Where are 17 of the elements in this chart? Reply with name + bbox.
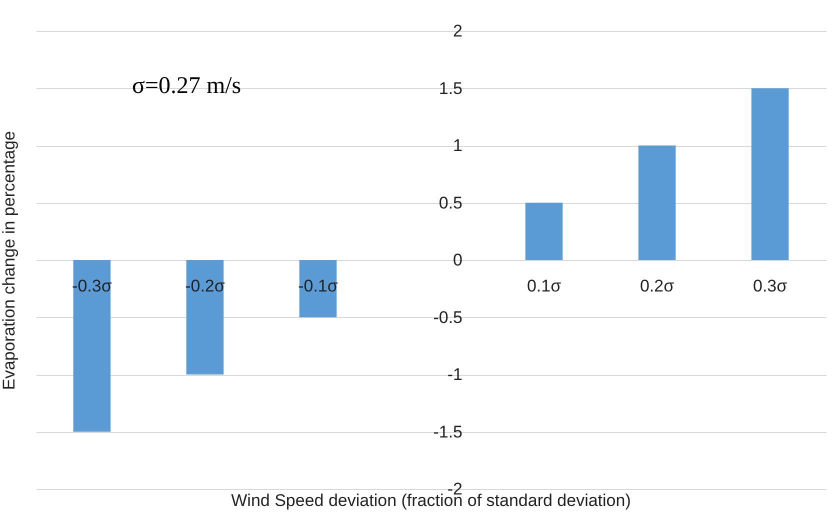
x-tick-label: 0.2σ — [640, 276, 675, 296]
y-tick-label: 1 — [453, 136, 462, 155]
y-tick-label: 0 — [453, 250, 462, 270]
y-tick-label: -0.5 — [433, 308, 462, 327]
y-tick-label: 1.5 — [438, 78, 462, 98]
x-tick-label: 0.1σ — [526, 276, 562, 296]
bar — [638, 146, 676, 260]
y-tick-label: 0.5 — [438, 193, 462, 212]
bar — [751, 88, 789, 260]
y-tick-label: -1.5 — [433, 422, 462, 442]
bar — [73, 260, 111, 432]
annotation: σ=0.27 m/s — [132, 73, 242, 99]
y-axis-title: Evaporation change in percentage — [0, 131, 18, 390]
x-tick-label: 0.3σ — [752, 276, 788, 296]
y-tick-label: 2 — [453, 22, 462, 40]
bar — [525, 202, 563, 260]
y-tick-label: -1 — [447, 365, 462, 384]
